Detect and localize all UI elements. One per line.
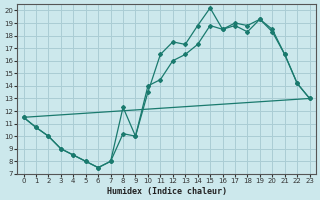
X-axis label: Humidex (Indice chaleur): Humidex (Indice chaleur) (107, 187, 227, 196)
